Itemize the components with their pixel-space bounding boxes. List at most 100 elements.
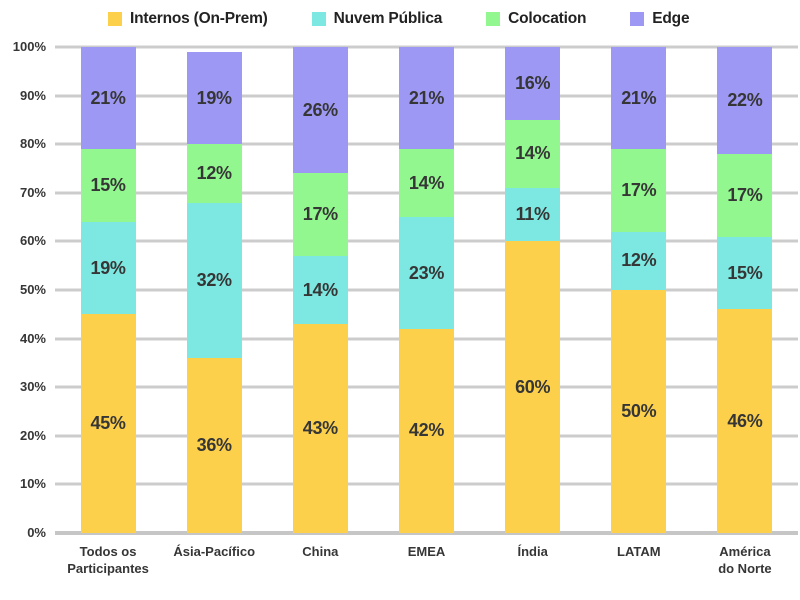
chart-legend: Internos (On-Prem) Nuvem Pública Colocatio… [108,10,690,28]
segment-value-label: 45% [90,413,126,434]
segment-value-label: 23% [408,262,445,283]
x-tick-label: Ásia-Pacífico [173,544,256,559]
bar-6: 50% 12% 17% 21% [611,47,667,533]
bar-segment: 36% [186,358,242,533]
segment-value-label: 14% [515,143,551,164]
bar-segment: 19% [186,51,242,145]
legend-label: Internos (On-Prem) [130,10,268,27]
gridline [55,45,798,49]
x-tick-label: Todos os Participantes [67,544,149,576]
segment-value-label: 15% [727,262,763,283]
bar-segment: 15% [717,236,773,310]
segment-value-label: 12% [196,162,232,183]
segment-value-label: 14% [408,172,445,193]
segment-value-label: 17% [302,204,338,225]
y-tick-label: 20% [19,427,46,443]
bar-3: 43% 14% 17% 26% [292,47,348,533]
x-tick-label: China [302,544,339,559]
bar-segment: 21% [399,47,454,150]
bar-segment: 42% [399,328,454,533]
bar-segment: 11% [505,187,561,242]
bar-segment: 14% [399,149,454,218]
segment-value-label: 17% [621,179,657,200]
y-tick-label: 10% [19,476,46,492]
segment-value-label: 26% [302,99,338,120]
plot-area: 45% 19% 15% 21% 36% 32% 12% 19% 43% 14% 17% 26% 42% 2… [55,45,798,535]
bar-segment: 17% [611,149,667,232]
bar-segment: 23% [399,217,454,329]
y-tick-label: 60% [19,233,46,249]
bar-segment: 32% [186,202,242,359]
bar-segment: 12% [186,144,242,203]
bar-segment: 60% [505,241,561,533]
bar-4: 42% 23% 14% 21% [399,47,454,533]
bar-5: 60% 11% 14% 16% [505,47,561,533]
segment-value-label: 21% [621,87,657,108]
bar-2: 36% 32% 12% 19% [186,51,242,533]
bar-segment: 15% [80,149,136,222]
x-axis-labels: Todos os Participantes Ásia-Pacífico China E… [0,543,800,593]
legend-item: Nuvem Pública [311,10,443,28]
x-tick-label: LATAM [617,544,661,559]
bar-segment: 17% [717,153,773,237]
x-tick-label: América do Norte [718,544,772,576]
legend-swatch-icon [486,12,501,26]
segment-value-label: 15% [90,175,126,196]
bar-segment: 14% [505,119,561,188]
segment-value-label: 19% [196,87,232,108]
bar-segment: 21% [80,47,136,150]
segment-value-label: 36% [196,435,232,456]
segment-value-label: 14% [302,279,338,300]
bar-segment: 14% [292,256,348,325]
bar-segment: 12% [611,231,667,290]
y-axis-labels: 0% 10% 20% 30% 40% 50% 60% 70% 80% 90% 100% [0,40,46,540]
segment-value-label: 46% [727,410,763,431]
bar-segment: 50% [611,290,667,533]
segment-value-label: 32% [196,269,232,290]
bar-segment: 26% [292,47,348,174]
legend-item: Internos (On-Prem) [108,10,268,28]
legend-label: Nuvem Pública [333,10,443,27]
bar-segment: 45% [80,314,136,533]
x-tick-label: EMEA [407,544,446,559]
y-tick-label: 30% [19,379,46,395]
segment-value-label: 12% [621,250,657,271]
bar-segment: 16% [505,47,561,120]
bar-7: 46% 15% 17% 22% [717,47,773,533]
legend-label: Colocation [508,10,587,27]
x-tick-label: Índia [517,544,548,559]
segment-value-label: 21% [408,87,445,108]
legend-swatch-icon [630,12,645,26]
y-tick-label: 90% [19,87,46,103]
segment-value-label: 21% [90,87,126,108]
segment-value-label: 22% [727,90,763,110]
legend-item: Colocation [486,10,586,28]
legend-label: Edge [652,10,690,27]
segment-value-label: 50% [621,401,657,421]
bar-segment: 22% [717,47,773,154]
segment-value-label: 11% [515,204,550,225]
segment-value-label: 19% [90,257,126,278]
x-axis-baseline [55,531,798,535]
segment-value-label: 17% [727,184,763,205]
bar-segment: 21% [611,47,667,150]
legend-swatch-icon [311,12,326,26]
legend-item: Edge [630,10,690,28]
segment-value-label: 42% [408,420,445,441]
bar-segment: 46% [717,309,773,533]
bar-segment: 43% [292,324,348,533]
y-tick-label: 80% [19,136,46,152]
y-tick-label: 40% [19,330,46,346]
bar-1: 45% 19% 15% 21% [80,47,136,533]
y-tick-label: 70% [19,184,46,200]
y-tick-label: 50% [19,282,46,297]
segment-value-label: 60% [515,376,551,397]
y-tick-label: 0% [27,525,46,540]
bar-segment: 17% [292,173,348,256]
segment-value-label: 16% [515,72,551,93]
legend-swatch-icon [108,12,122,26]
bar-segment: 19% [80,221,136,315]
segment-value-label: 43% [302,418,338,439]
y-tick-label: 100% [12,39,46,54]
